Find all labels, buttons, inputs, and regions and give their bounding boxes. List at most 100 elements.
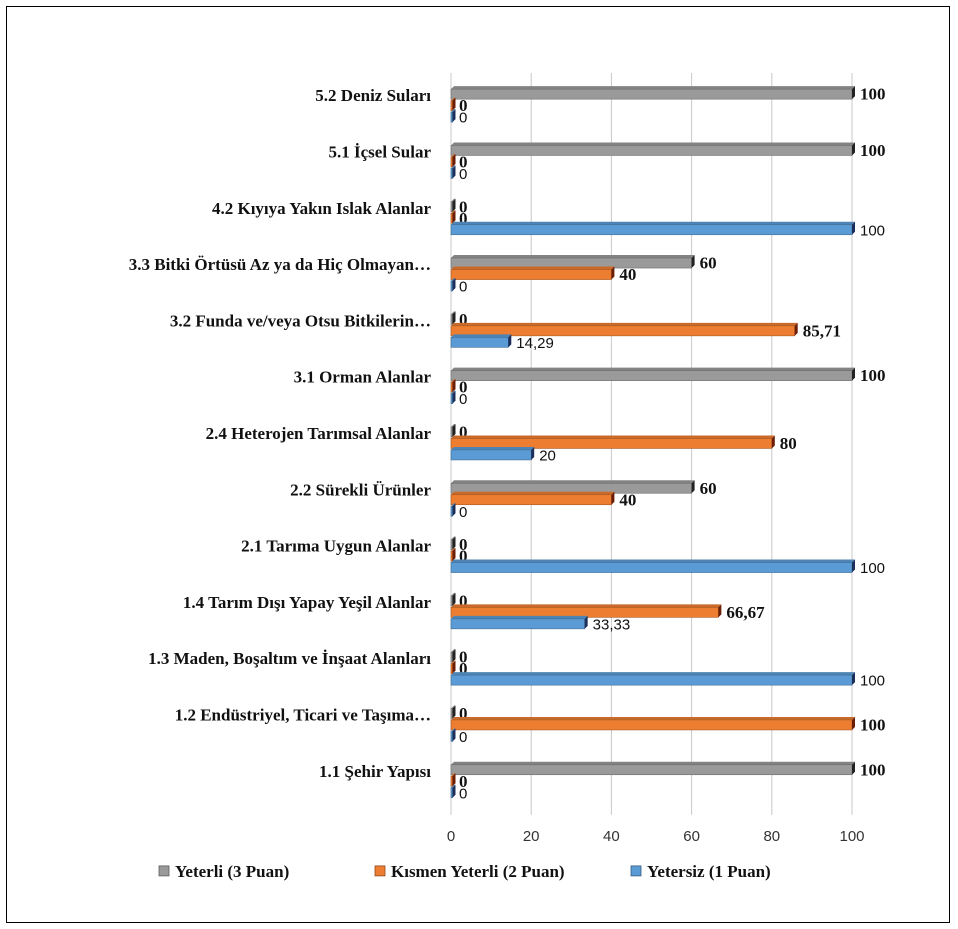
category-label: 1.1 Şehir Yapısı — [319, 762, 431, 781]
bar — [450, 201, 453, 213]
bar-top-face — [451, 491, 615, 495]
bar-end-cap — [691, 255, 695, 269]
bar — [450, 731, 453, 742]
bar — [450, 88, 853, 100]
bar-end-cap — [852, 221, 855, 235]
bar-top-face — [451, 390, 456, 394]
bar-end-cap — [794, 322, 798, 336]
bar — [450, 674, 853, 686]
category-label: 2.2 Sürekli Ürünler — [290, 480, 431, 499]
bar-end-cap — [452, 423, 456, 437]
data-label: 0 — [459, 391, 467, 408]
bar-end-cap — [852, 142, 855, 156]
bar — [450, 651, 453, 663]
category-label: 2.4 Heterojen Tarımsal Alanlar — [206, 424, 432, 443]
bar-end-cap — [771, 435, 775, 449]
data-label: 0 — [459, 591, 468, 610]
bar-end-cap — [852, 367, 855, 381]
bar — [450, 719, 853, 731]
data-label: 60 — [700, 254, 717, 273]
bar — [450, 393, 453, 404]
bar — [450, 370, 853, 381]
bar-top-face — [451, 773, 456, 777]
x-tick-label: 40 — [603, 828, 620, 845]
bar-end-cap — [452, 705, 456, 719]
data-label: 0 — [459, 772, 468, 791]
category-label: 3.1 Orman Alanlar — [294, 368, 432, 387]
bar-end-cap — [452, 198, 456, 212]
data-label: 80 — [780, 434, 797, 453]
data-label: 0 — [459, 197, 468, 216]
data-label: 0 — [459, 152, 468, 171]
data-label: 33,33 — [593, 616, 631, 633]
x-tick-label: 80 — [763, 828, 780, 845]
bar — [450, 539, 453, 550]
legend-label: Yetersiz (1 Puan) — [647, 862, 771, 881]
data-label: 60 — [700, 479, 717, 498]
bar — [450, 100, 453, 111]
bar — [450, 212, 453, 224]
bar — [450, 145, 853, 156]
data-label: 0 — [459, 310, 468, 329]
bar-top-face — [451, 221, 855, 225]
data-label: 0 — [459, 659, 468, 678]
data-label: 0 — [459, 96, 468, 115]
bar-end-cap — [452, 503, 456, 517]
bar-end-cap — [452, 97, 456, 111]
bar — [450, 618, 585, 630]
data-label: 100 — [860, 715, 886, 734]
bar-top-face — [451, 97, 456, 101]
bar-top-face — [451, 705, 456, 709]
bar-top-face — [451, 153, 456, 157]
data-label: 100 — [860, 760, 886, 779]
bar-top-face — [451, 559, 855, 563]
bar — [450, 550, 453, 562]
bar-top-face — [451, 266, 615, 270]
bar — [450, 337, 509, 348]
bar-end-cap — [584, 615, 588, 629]
legend-swatch — [630, 865, 642, 877]
data-label: 0 — [459, 785, 467, 802]
x-tick-label: 100 — [839, 828, 864, 845]
bar — [450, 595, 453, 607]
bar-top-face — [451, 255, 695, 259]
bar — [450, 314, 453, 325]
bar — [450, 775, 453, 787]
category-label: 1.3 Maden, Boşaltım ve İnşaat Alanları — [148, 649, 431, 668]
data-label: 100 — [860, 366, 886, 385]
data-label: 0 — [459, 378, 468, 397]
bar-top-face — [451, 480, 695, 484]
bar-end-cap — [718, 604, 722, 618]
bar-top-face — [451, 503, 456, 507]
data-label: 14,29 — [516, 335, 554, 352]
bar-top-face — [451, 435, 775, 439]
bar-top-face — [451, 322, 798, 326]
bar — [450, 280, 453, 292]
data-label: 0 — [459, 648, 468, 667]
bar-top-face — [451, 311, 456, 315]
data-label: 0 — [459, 704, 468, 723]
bar-top-face — [451, 165, 456, 169]
legend-swatch — [374, 865, 386, 877]
category-label: 3.2 Funda ve/veya Otsu Bitkilerin… — [170, 311, 431, 330]
bar-top-face — [451, 672, 855, 676]
bar — [450, 111, 453, 123]
category-label: 2.1 Tarıma Uygun Alanlar — [241, 537, 431, 556]
bar-end-cap — [452, 784, 456, 798]
bar-top-face — [451, 548, 456, 552]
data-label: 0 — [459, 535, 468, 554]
bar-top-face — [451, 592, 456, 596]
x-tick-label: 20 — [523, 828, 540, 845]
bar — [450, 381, 453, 393]
bar-end-cap — [452, 153, 456, 167]
bar-top-face — [451, 334, 512, 338]
bar-top-face — [451, 210, 456, 214]
legend-label: Kısmen Yeterli (2 Puan) — [391, 862, 565, 881]
bar — [450, 224, 853, 236]
bar-top-face — [451, 379, 456, 383]
category-label: 4.2 Kıyıya Yakın Islak Alanlar — [212, 199, 431, 218]
bar-top-face — [451, 446, 535, 450]
category-label: 5.2 Deniz Suları — [315, 86, 431, 105]
category-label: 1.2 Endüstriyel, Ticari ve Taşıma… — [175, 705, 431, 724]
